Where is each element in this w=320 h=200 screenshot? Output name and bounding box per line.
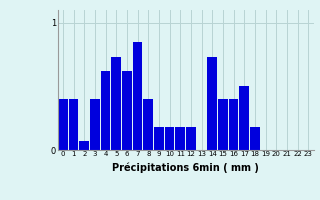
Bar (165, 127, 174, 150)
Bar (207, 57, 217, 150)
Bar (122, 71, 132, 150)
X-axis label: Précipitations 6min ( mm ): Précipitations 6min ( mm ) (112, 163, 259, 173)
Bar (143, 99, 153, 150)
Bar (250, 127, 260, 150)
Bar (239, 86, 249, 150)
Bar (229, 99, 238, 150)
Bar (154, 127, 164, 150)
Bar (175, 127, 185, 150)
Bar (218, 99, 228, 150)
Bar (69, 99, 78, 150)
Bar (58, 99, 68, 150)
Bar (111, 57, 121, 150)
Bar (79, 141, 89, 150)
Bar (186, 127, 196, 150)
Bar (101, 71, 110, 150)
Bar (90, 99, 100, 150)
Bar (133, 42, 142, 150)
